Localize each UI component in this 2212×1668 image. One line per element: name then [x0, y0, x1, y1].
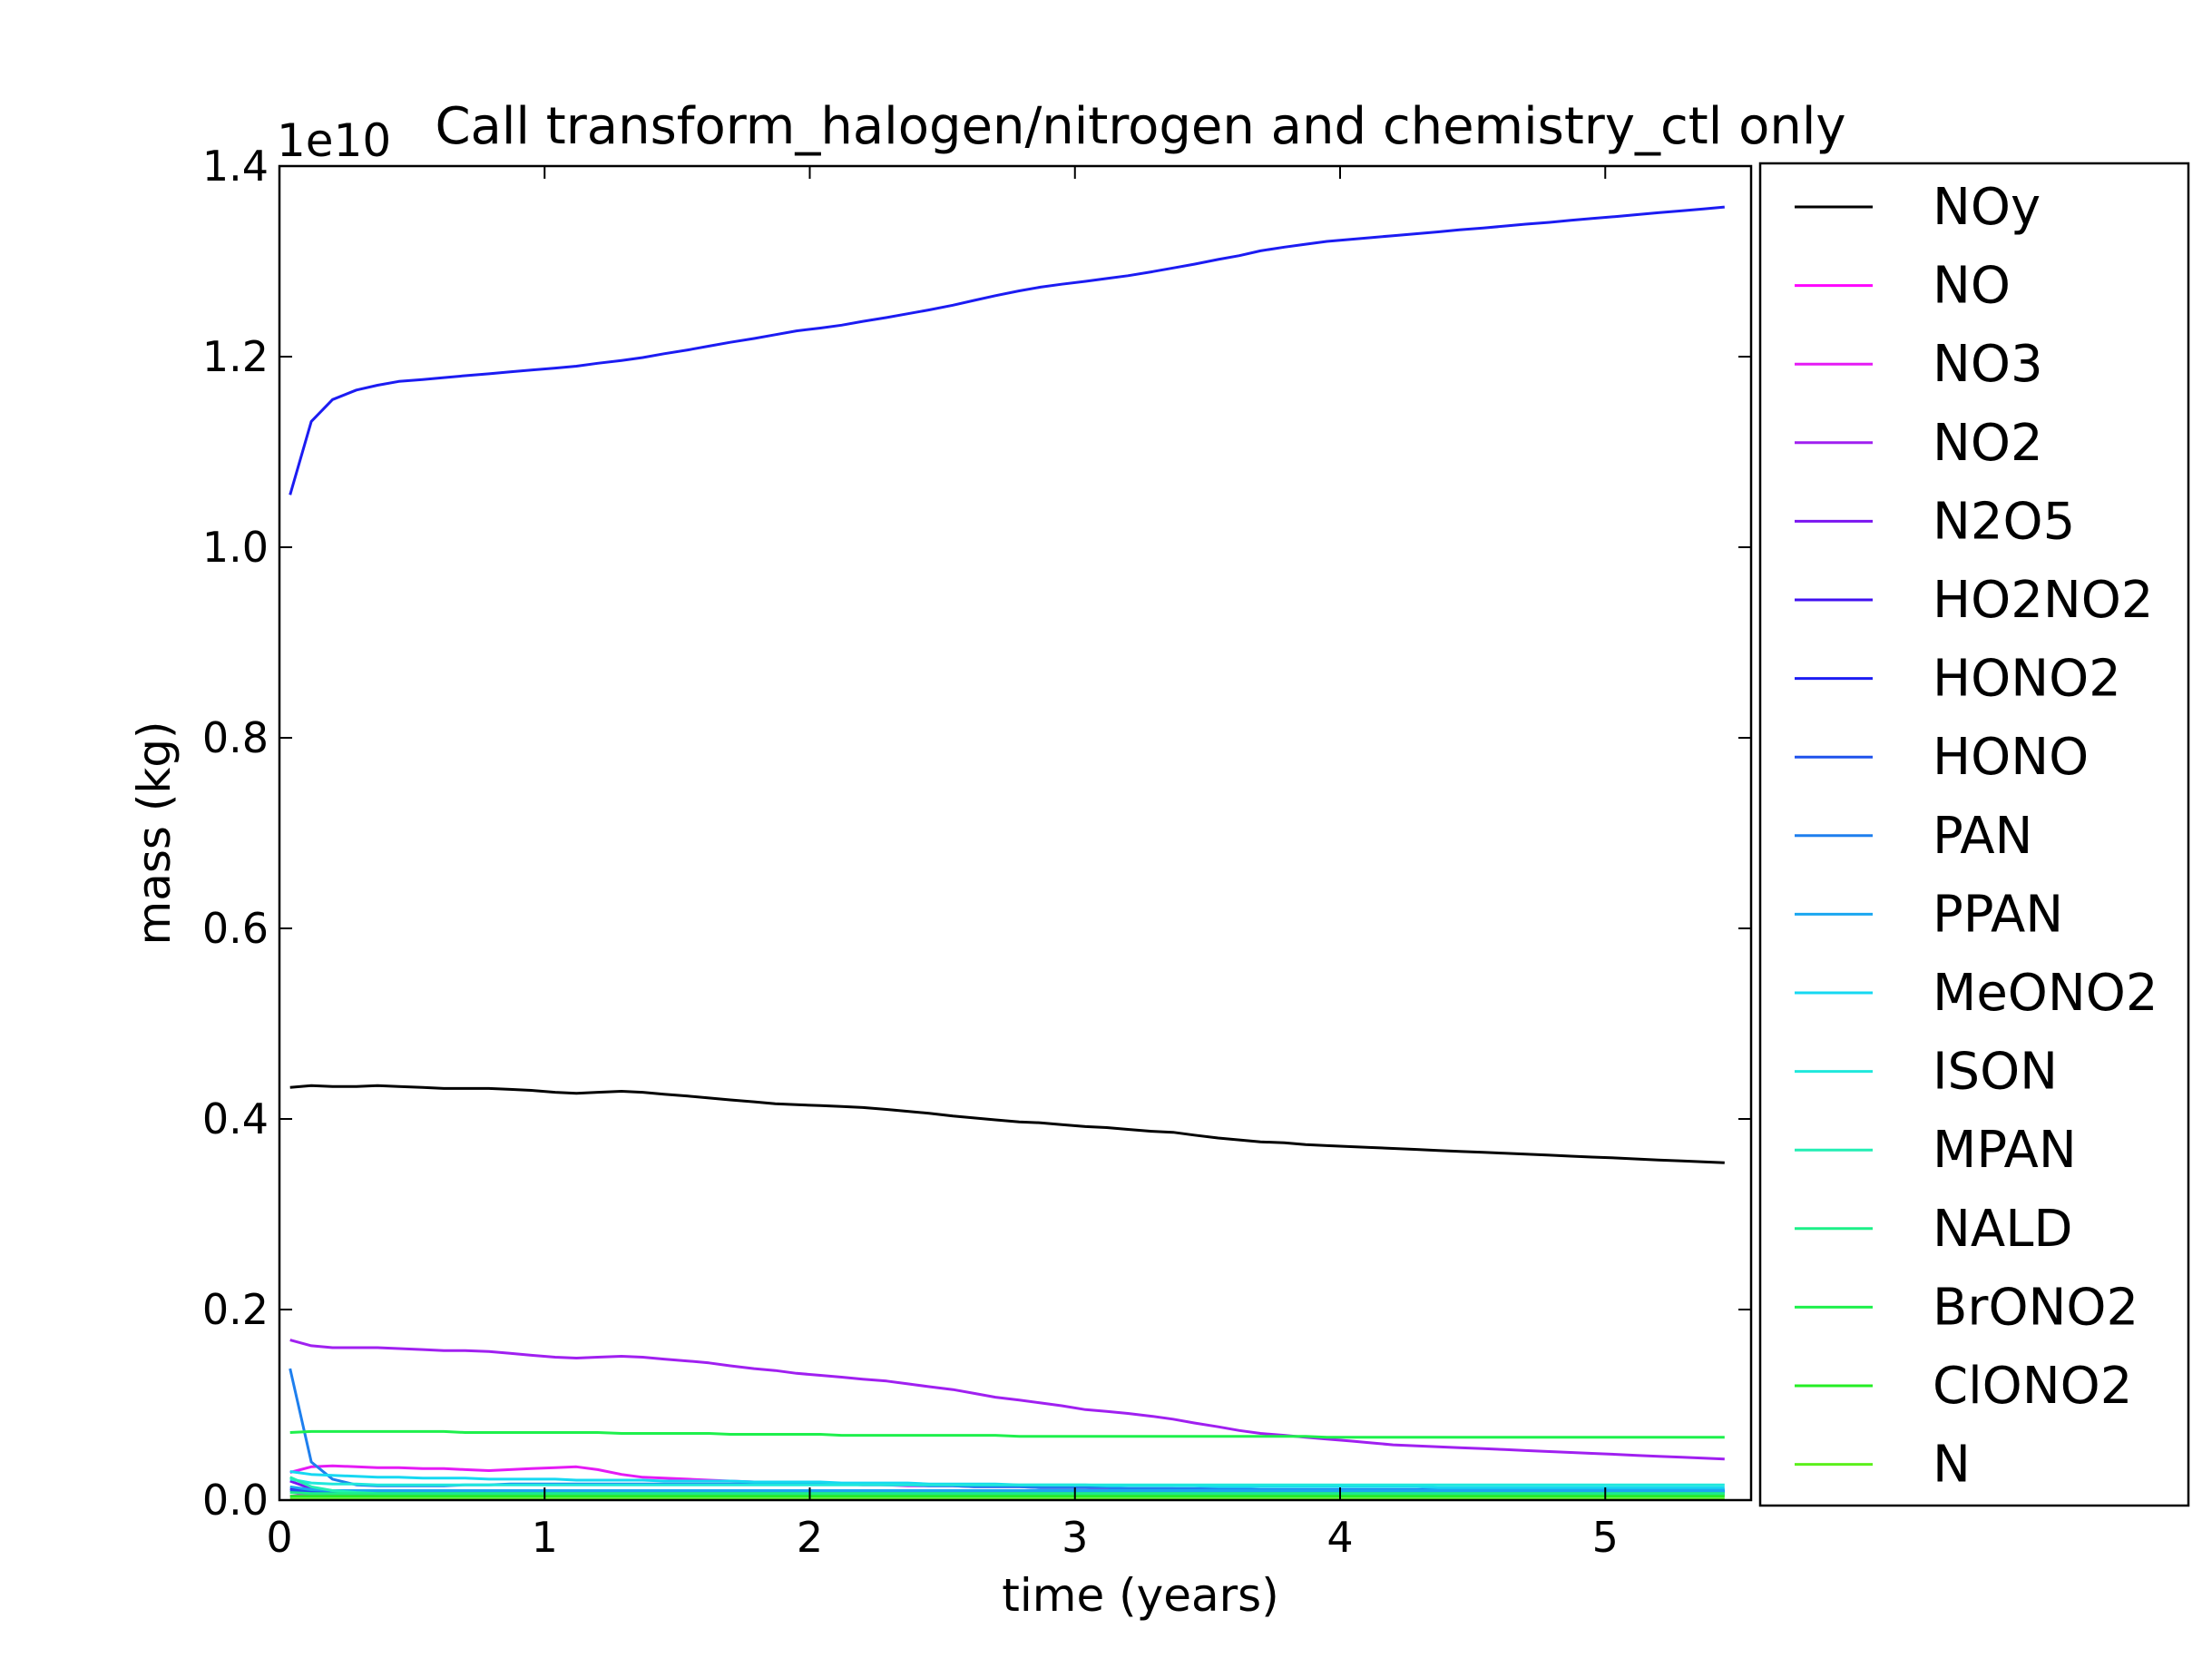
series-line-brono2: [289, 1429, 1725, 1439]
legend-label: PAN: [1933, 807, 2032, 866]
chart-title: Call transform_halogen/nitrogen and chem…: [435, 97, 1845, 156]
legend-label: NOy: [1933, 178, 2041, 237]
x-tick-label: 0: [266, 1513, 292, 1562]
legend-label: NO2: [1933, 414, 2043, 473]
series-line-ison: [289, 1477, 1725, 1486]
legend-label: MeONO2: [1933, 964, 2158, 1023]
legend-label: NO: [1933, 257, 2011, 316]
series-line-no2: [289, 1339, 1725, 1461]
legend-label: HONO: [1933, 728, 2089, 787]
y-axis-label: mass (kg): [128, 721, 181, 945]
legend-label: NO3: [1933, 335, 2043, 394]
series-line-nald: [289, 1491, 1725, 1496]
legend-label: NALD: [1933, 1200, 2073, 1259]
legend-label: ISON: [1933, 1043, 2058, 1102]
x-axis-label: time (years): [1002, 1569, 1278, 1622]
legend-label: MPAN: [1933, 1121, 2077, 1180]
legend-label: ClONO2: [1933, 1357, 2132, 1416]
y-tick-label: 0.8: [202, 713, 269, 762]
y-tick-label: 1.0: [202, 523, 269, 572]
y-tick-label: 0.0: [202, 1476, 269, 1525]
x-tick-label: 4: [1326, 1513, 1353, 1562]
x-tick-label: 2: [797, 1513, 823, 1562]
x-tick-label: 3: [1062, 1513, 1088, 1562]
legend-label: HONO2: [1933, 650, 2121, 709]
legend: NOy NO NO3 NO2 N2O5 HO2NO2 HONO2 HONO PAN PPAN MeO…: [1758, 162, 2190, 1507]
y-tick-label: 1.2: [202, 332, 269, 381]
series-line-noy: [289, 1084, 1725, 1164]
x-tick-label: 1: [532, 1513, 558, 1562]
series-line-ppan: [289, 1485, 1725, 1492]
legend-label: N2O5: [1933, 492, 2075, 551]
y-tick-label: 1.4: [202, 142, 269, 191]
legend-label: HO2NO2: [1933, 571, 2153, 630]
plot-frame: [278, 164, 1753, 1502]
legend-label: BrONO2: [1933, 1278, 2139, 1337]
y-tick-label: 0.6: [202, 904, 269, 953]
x-tick-label: 5: [1592, 1513, 1619, 1562]
y-tick-label: 0.2: [202, 1285, 269, 1334]
series-group: [289, 205, 1725, 1500]
plot-area: [279, 166, 1751, 1500]
y-tick-label: 0.4: [202, 1094, 269, 1143]
series-line-hono2: [289, 205, 1725, 495]
legend-label: PPAN: [1933, 885, 2063, 944]
y-offset-label: 1e10: [277, 114, 391, 167]
legend-label: N: [1933, 1436, 1971, 1495]
ticks-group: 0 1 2 3 4 5 0.0 0.2 0.4 0.6 0.8 1.0 1.2 1.4: [202, 142, 1751, 1562]
